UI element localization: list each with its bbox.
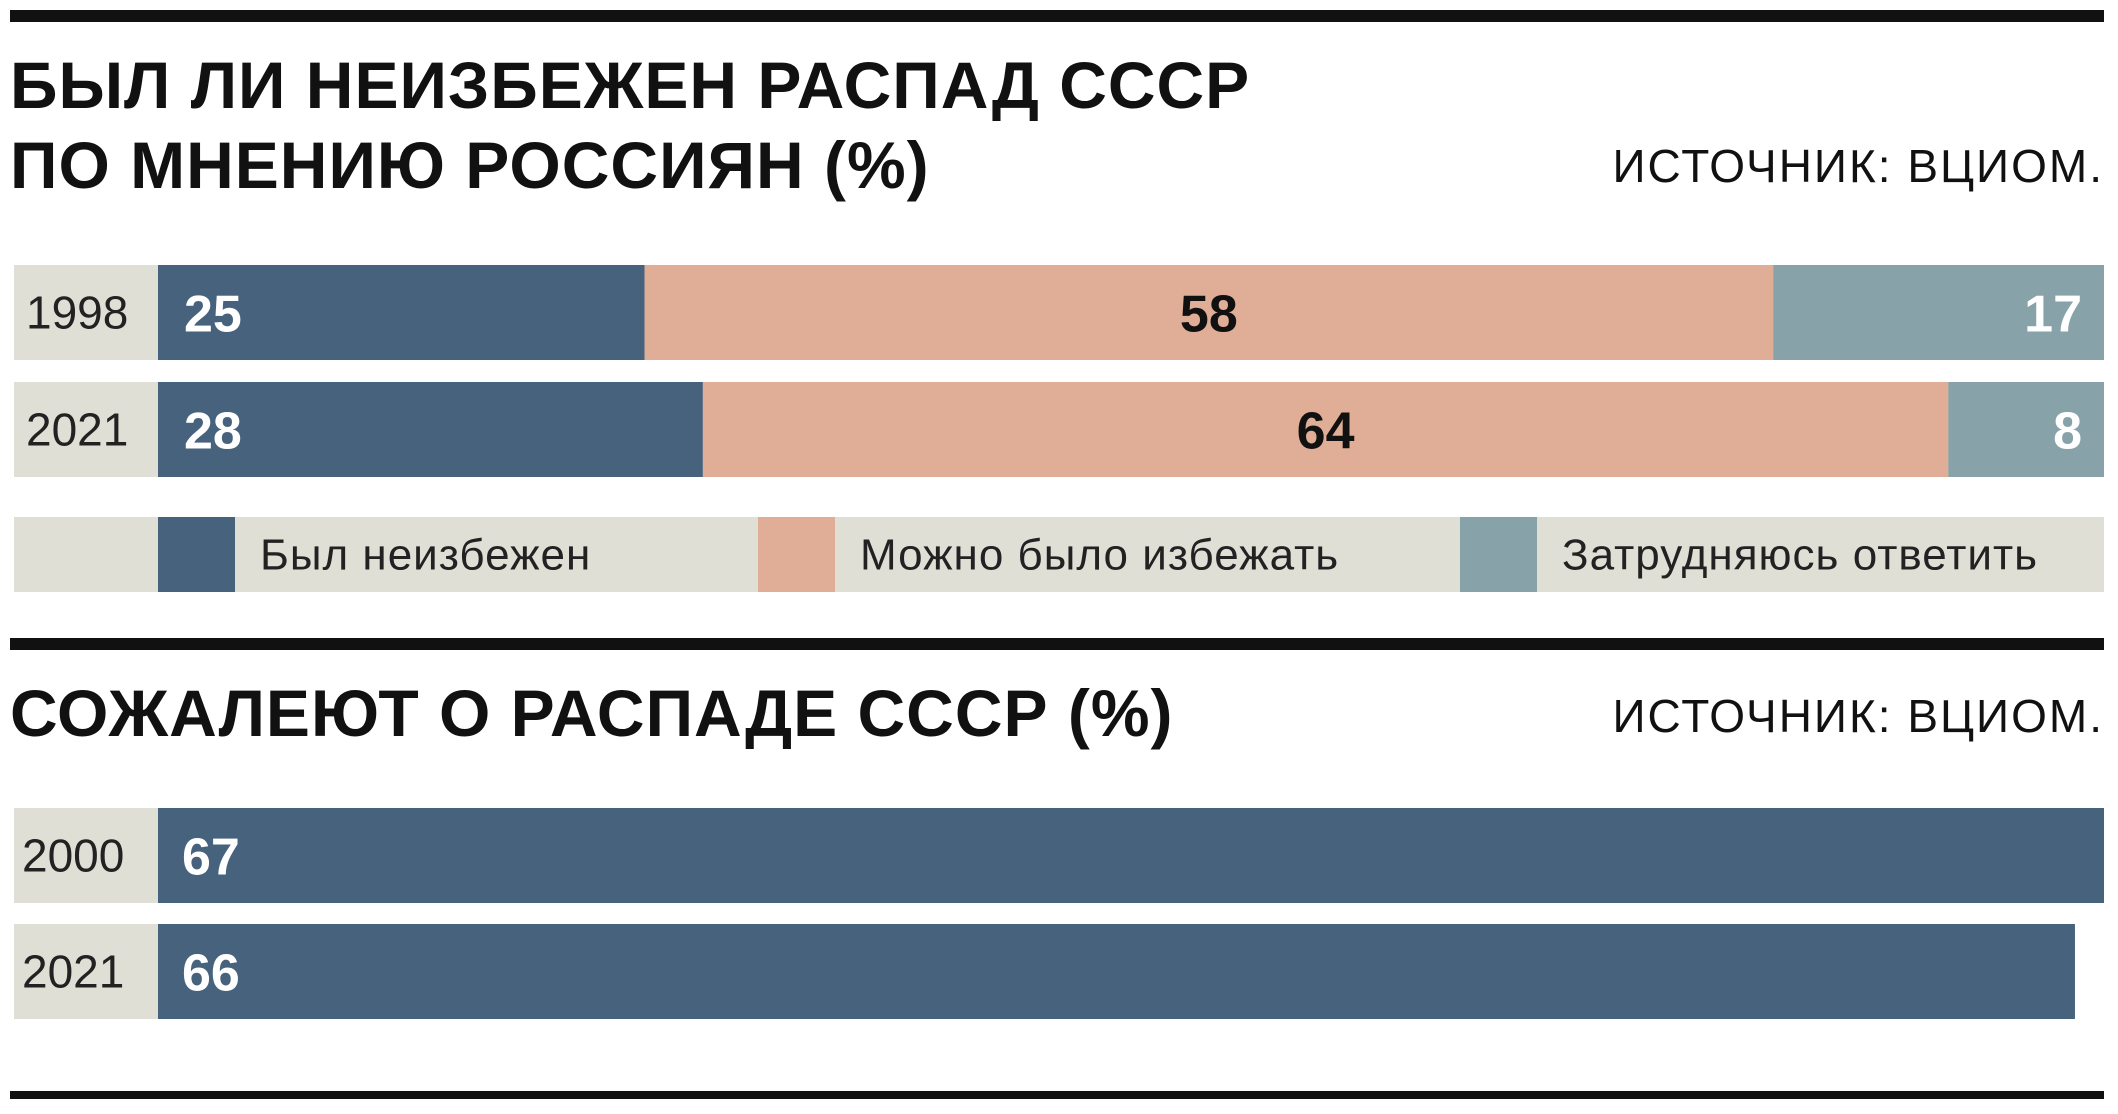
chart2-source: ИСТОЧНИК: ВЦИОМ. xyxy=(1612,690,2104,742)
bar-2021 xyxy=(158,924,2075,1019)
bottom-rule xyxy=(10,1091,2104,1099)
bar-segment-2021-s1 xyxy=(702,382,1949,477)
bar-2000 xyxy=(158,808,2104,903)
data-label-2021-s2: 8 xyxy=(2053,403,2082,461)
chart1-title-line1: БЫЛ ЛИ НЕИЗБЕЖЕН РАСПАД СССР xyxy=(10,48,1251,122)
data-label-2021: 66 xyxy=(182,945,240,1003)
bar-segment-2021-s2 xyxy=(1948,382,2104,477)
chart1-source: ИСТОЧНИК: ВЦИОМ. xyxy=(1612,140,2104,192)
bar-segment-1998-s1 xyxy=(644,265,1774,360)
chart1-title-line2: ПО МНЕНИЮ РОССИЯН (%) xyxy=(10,128,930,202)
legend-swatch-s2 xyxy=(1460,517,1537,592)
chart2-title: СОЖАЛЕЮТ О РАСПАДЕ СССР (%) xyxy=(10,676,1174,750)
year-label-2021: 2021 xyxy=(22,946,124,998)
data-label-1998-s2: 17 xyxy=(2024,286,2082,344)
data-label-2021-s1: 64 xyxy=(1297,403,1355,461)
row-background xyxy=(14,924,158,1019)
row-background xyxy=(14,808,158,903)
data-label-1998-s0: 25 xyxy=(184,286,242,344)
legend-label-s1: Можно было избежать xyxy=(860,531,1339,580)
top-rule xyxy=(10,10,2104,22)
bar-segment-1998-s0 xyxy=(158,265,645,360)
year-label-2021: 2021 xyxy=(26,404,128,456)
bar-chart-regret-collapse: 2000 67 2021 66 xyxy=(14,808,2104,1019)
year-label-1998: 1998 xyxy=(26,287,128,339)
bar-segment-2021-s0 xyxy=(158,382,703,477)
legend-label-s2: Затрудняюсь ответить xyxy=(1562,531,2038,580)
data-label-1998-s1: 58 xyxy=(1180,286,1238,344)
stacked-bar-chart-collapse-inevitable: 1998 25 58 17 2021 28 64 8 Был неизбежен Можно бы… xyxy=(14,265,2104,592)
data-label-2021-s0: 28 xyxy=(184,403,242,461)
legend-label-s0: Был неизбежен xyxy=(260,531,591,580)
legend-swatch-s1 xyxy=(758,517,835,592)
bar-segment-1998-s2 xyxy=(1773,265,2104,360)
legend-background xyxy=(14,517,2104,592)
year-label-2000: 2000 xyxy=(22,830,124,882)
middle-rule xyxy=(10,638,2104,650)
data-label-2000: 67 xyxy=(182,829,240,887)
legend-swatch-s0 xyxy=(158,517,235,592)
